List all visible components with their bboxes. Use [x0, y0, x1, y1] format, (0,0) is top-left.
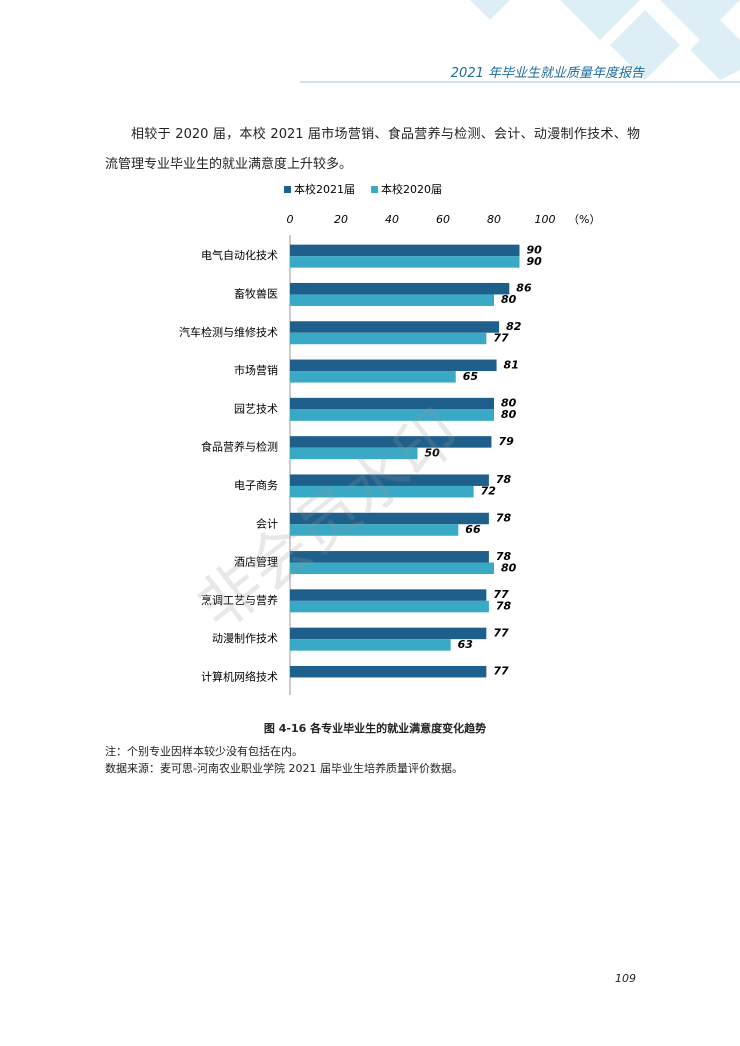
value-label: 77 [493, 626, 509, 639]
value-label: 72 [481, 485, 497, 498]
value-label: 80 [501, 561, 517, 574]
bar [290, 371, 456, 383]
bar [290, 409, 494, 421]
category-label: 畜牧兽医 [234, 286, 278, 300]
value-label: 78 [496, 512, 512, 525]
value-label: 90 [527, 255, 543, 268]
category-label: 酒店管理 [234, 555, 278, 569]
bar [290, 589, 487, 601]
bar [290, 256, 520, 268]
bar [290, 397, 494, 410]
category-label: 电子商务 [234, 478, 278, 492]
value-label: 78 [496, 550, 512, 563]
header-title: 2021 年毕业生就业质量年度报告 [450, 66, 644, 81]
value-label: 77 [493, 665, 509, 678]
category-label: 食品营养与检测 [201, 440, 278, 454]
legend-label: 本校2021届 [294, 182, 355, 196]
x-tick-label: 20 [334, 213, 348, 226]
value-label: 90 [527, 243, 543, 256]
caption: 图 4-16 各专业毕业生的就业满意度变化趋势 [263, 722, 487, 735]
bar [290, 562, 494, 575]
category-label: 烹调工艺与营养 [201, 593, 278, 607]
category-label: 园艺技术 [234, 402, 278, 415]
bar [290, 639, 451, 651]
value-label: 65 [463, 370, 479, 383]
bar [290, 436, 492, 448]
x-tick-label: 60 [436, 213, 450, 226]
value-label: 78 [496, 473, 512, 486]
bar [290, 474, 489, 486]
bar [290, 332, 487, 345]
bar [290, 294, 494, 306]
value-label: 81 [504, 358, 519, 371]
bar [290, 321, 500, 333]
note: 注：个别专业因样本较少没有包括在内。 [105, 745, 303, 758]
value-label: 86 [516, 282, 532, 295]
x-tick-label: 40 [385, 213, 399, 226]
legend-label: 本校2020届 [381, 182, 442, 196]
category-label: 动漫制作技术 [212, 631, 278, 645]
value-label: 80 [501, 408, 517, 421]
value-label: 63 [458, 638, 474, 651]
x-tick-label: 0 [287, 213, 294, 226]
category-label: 电气自动化技术 [201, 248, 278, 262]
value-label: 78 [496, 600, 512, 613]
value-label: 82 [506, 320, 522, 333]
value-label: 77 [493, 332, 509, 345]
category-label: 计算机网络技术 [201, 669, 278, 683]
header-decoration [300, 0, 740, 83]
x-tick-label: 100 [535, 213, 556, 226]
bar [290, 627, 487, 640]
paragraph: 相较于 2020 届，本校 2021 届市场营销、食品营养与检测、会计、动漫制作… [105, 127, 640, 172]
x-tick-label: 80 [487, 213, 501, 226]
chart: 本校2021届 本校2020届 （%） 0 20 40 60 80 100 电气自动化技术 9… [179, 182, 600, 695]
bar [290, 244, 520, 257]
value-label: 80 [501, 293, 517, 306]
bar [290, 551, 489, 563]
legend-swatch [371, 186, 378, 193]
bar [290, 447, 418, 460]
category-label: 汽车检测与维修技术 [179, 325, 278, 339]
bar [290, 359, 497, 372]
value-label: 80 [501, 397, 517, 410]
value-label: 66 [465, 523, 481, 536]
value-label: 79 [498, 435, 514, 448]
legend-swatch [284, 186, 291, 193]
category-label: 会计 [256, 517, 278, 530]
value-label: 77 [493, 588, 509, 601]
bar [290, 524, 459, 536]
note: 数据来源：麦可思-河南农业职业学院 2021 届毕业生培养质量评价数据。 [105, 762, 463, 775]
page-number: 109 [615, 972, 636, 985]
category-label: 市场营销 [234, 363, 278, 377]
bar [290, 665, 487, 678]
bar [290, 512, 489, 525]
bar [290, 282, 510, 295]
bar [290, 485, 474, 498]
value-label: 50 [425, 446, 441, 459]
bar [290, 600, 489, 613]
axis-unit: （%） [568, 213, 600, 226]
